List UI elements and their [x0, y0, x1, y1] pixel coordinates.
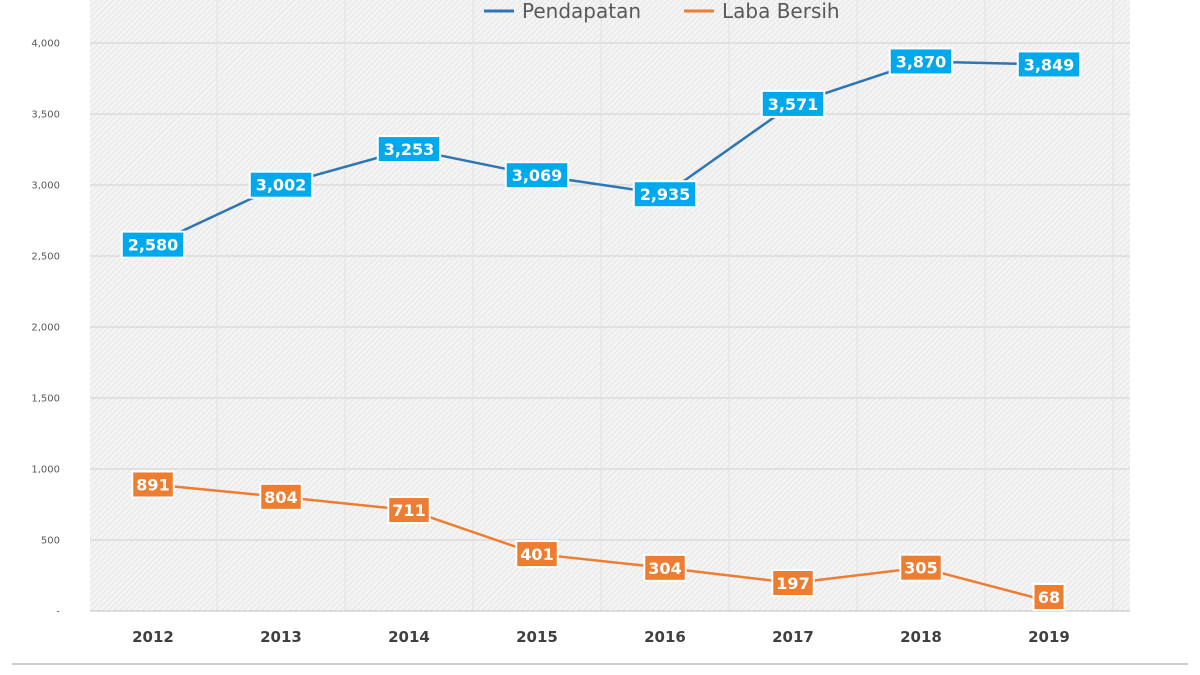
data-label: 3,069 — [512, 166, 563, 185]
y-tick-label: 3,500 — [31, 110, 60, 121]
x-tick-label: 2016 — [644, 628, 686, 646]
data-point: 3,870 — [888, 47, 954, 76]
y-tick-label: - — [56, 607, 60, 618]
legend-item-laba-bersih: Laba Bersih — [684, 0, 840, 23]
x-tick-label: 2015 — [516, 628, 558, 646]
x-tick-label: 2017 — [772, 628, 814, 646]
data-label: 3,571 — [768, 95, 819, 114]
y-tick-label: 1,500 — [31, 394, 60, 405]
data-label-box — [387, 496, 431, 525]
x-tick-label: 2018 — [900, 628, 942, 646]
data-point: 3,002 — [248, 170, 314, 199]
data-point: 304 — [643, 553, 687, 582]
data-labels: 2,580 3,002 3,253 3,069 2,935 3,571 3,870 3,849… — [120, 47, 1082, 611]
data-point: 68 — [1032, 583, 1066, 611]
data-label: 3,253 — [384, 140, 435, 159]
y-tick-label: 2,000 — [31, 323, 60, 334]
legend-label-pendapatan: Pendapatan — [522, 0, 641, 23]
x-tick-label: 2019 — [1028, 628, 1070, 646]
data-label: 305 — [904, 559, 937, 578]
data-label-box — [248, 170, 314, 199]
y-tick-label: 500 — [41, 536, 60, 547]
data-point: 2,580 — [120, 230, 186, 259]
data-label: 3,849 — [1024, 55, 1075, 74]
data-label-box — [120, 230, 186, 259]
legend-label-laba-bersih: Laba Bersih — [722, 0, 840, 23]
data-point: 197 — [771, 569, 815, 598]
data-label-box — [1032, 583, 1066, 611]
legend-item-pendapatan: Pendapatan — [484, 0, 641, 23]
data-label: 804 — [264, 488, 297, 507]
data-label-box — [504, 161, 570, 190]
x-tick-label: 2012 — [132, 628, 174, 646]
data-point: 305 — [899, 553, 943, 582]
data-point: 3,069 — [504, 161, 570, 190]
data-label: 68 — [1038, 588, 1060, 607]
y-tick-label: 2,500 — [31, 252, 60, 263]
data-point: 3,849 — [1016, 50, 1082, 79]
data-label-box — [376, 135, 442, 164]
y-tick-label: 3,000 — [31, 181, 60, 192]
data-label-box — [1016, 50, 1082, 79]
data-label-box — [760, 89, 826, 118]
data-point: 711 — [387, 496, 431, 525]
data-label: 304 — [648, 559, 681, 578]
axes: - 500 1,000 1,500 2,000 2,500 3,000 3,500 4,000 2… — [31, 39, 1130, 646]
data-label-box — [888, 47, 954, 76]
data-label-box — [131, 470, 175, 499]
data-label-box — [899, 553, 943, 582]
data-label: 3,002 — [256, 176, 307, 195]
data-point: 3,571 — [760, 89, 826, 118]
x-tick-label: 2014 — [388, 628, 430, 646]
data-point: 804 — [259, 482, 303, 511]
legend: Pendapatan Laba Bersih — [484, 0, 840, 23]
data-label: 2,935 — [640, 185, 691, 204]
data-label-box — [259, 482, 303, 511]
data-point: 401 — [515, 540, 559, 569]
data-label-box — [632, 180, 698, 209]
data-label: 891 — [136, 475, 169, 494]
data-label: 2,580 — [128, 236, 179, 255]
data-point: 891 — [131, 470, 175, 499]
y-tick-label: 1,000 — [31, 465, 60, 476]
data-label-box — [643, 553, 687, 582]
plot-area — [90, 0, 1130, 611]
data-point: 2,935 — [632, 180, 698, 209]
y-tick-label: 4,000 — [31, 39, 60, 50]
data-label-box — [771, 569, 815, 598]
data-point: 3,253 — [376, 135, 442, 164]
data-label: 3,870 — [896, 52, 947, 71]
data-label-box — [515, 540, 559, 569]
x-tick-label: 2013 — [260, 628, 302, 646]
data-label: 197 — [776, 574, 809, 593]
data-label: 401 — [520, 545, 553, 564]
data-label: 711 — [392, 501, 425, 520]
